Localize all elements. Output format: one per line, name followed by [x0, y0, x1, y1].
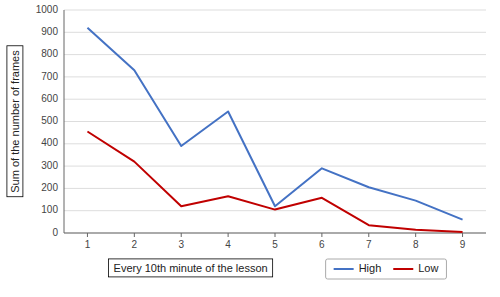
- tick-label: 300: [41, 160, 58, 171]
- tick-mark: [321, 233, 322, 237]
- tick-label: 3: [178, 239, 184, 250]
- grid-line: [64, 143, 486, 144]
- tick-label: 6: [319, 239, 325, 250]
- grid-line: [64, 99, 486, 100]
- tick-label: 5: [272, 239, 278, 250]
- tick-label: 200: [41, 182, 58, 193]
- tick-mark: [275, 233, 276, 237]
- legend-label: High: [359, 262, 382, 274]
- tick-label: 100: [41, 204, 58, 215]
- tick-mark: [462, 233, 463, 237]
- tick-label: 400: [41, 137, 58, 148]
- tick-label: 1: [85, 239, 91, 250]
- label-box: [109, 259, 273, 277]
- axis-line: [64, 10, 65, 233]
- tick-mark: [134, 233, 135, 237]
- chart: 0 100 200 300 400 500 600 700 800 900 1000 1 2 3 4 5 6 7 8…: [0, 0, 500, 297]
- tick-mark: [415, 233, 416, 237]
- tick-label: 9: [460, 239, 466, 250]
- y-axis: 0 100 200 300 400 500 600 700 800 900 1000: [36, 4, 64, 238]
- tick-label: 7: [366, 239, 372, 250]
- axis-label: Sum of the number of frames: [9, 50, 21, 193]
- tick-mark: [181, 233, 182, 237]
- plot-area: [87, 28, 462, 232]
- line: [87, 132, 462, 232]
- tick-label: 4: [225, 239, 231, 250]
- tick-label: 600: [41, 93, 58, 104]
- legend-frame: [326, 259, 447, 279]
- legend-label: Low: [418, 262, 438, 274]
- grid-line: [64, 233, 486, 234]
- line: [87, 28, 462, 220]
- grid-line: [64, 10, 486, 11]
- tick-mark: [87, 233, 88, 237]
- tick-label: 2: [132, 239, 138, 250]
- tick-label: 700: [41, 71, 58, 82]
- x-label-group: Every 10th minute of the lesson: [109, 259, 273, 277]
- x-axis: 1 2 3 4 5 6 7 8 9: [64, 233, 486, 250]
- grid: [64, 10, 486, 233]
- tick-label: 8: [413, 239, 419, 250]
- tick-mark: [368, 233, 369, 237]
- grid-line: [64, 121, 486, 122]
- tick-label: 800: [41, 48, 58, 59]
- tick-label: 1000: [36, 4, 59, 15]
- grid-line: [64, 188, 486, 189]
- grid-line: [64, 166, 486, 167]
- legend: High Low: [326, 259, 447, 279]
- tick-mark: [228, 233, 229, 237]
- tick-label: 900: [41, 26, 58, 37]
- grid-line: [64, 76, 486, 77]
- axis-label: Every 10th minute of the lesson: [114, 262, 268, 274]
- grid-line: [64, 54, 486, 55]
- legend-swatch: [334, 268, 354, 270]
- y-label-group: Sum of the number of frames: [7, 46, 23, 197]
- axis-line: [64, 233, 486, 234]
- grid-line: [64, 32, 486, 33]
- tick-label: 500: [41, 115, 58, 126]
- tick-label: 0: [52, 227, 58, 238]
- legend-swatch: [393, 268, 413, 270]
- label-box: [7, 46, 23, 197]
